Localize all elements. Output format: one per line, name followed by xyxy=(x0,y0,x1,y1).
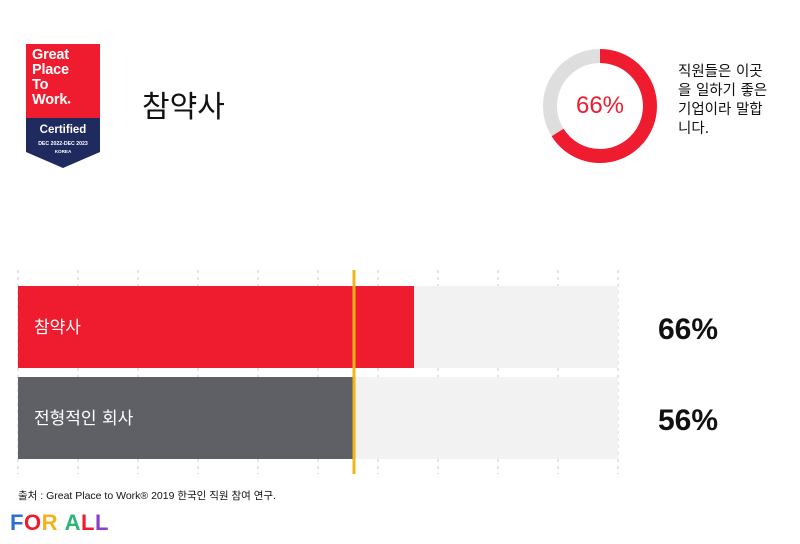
bar-category-label: 전형적인 회사 xyxy=(34,409,134,429)
donut-value-label: 66% xyxy=(575,92,625,119)
source-note: 출처 : Great Place to Work® 2019 한국인 직원 참여… xyxy=(18,490,276,502)
badge-line-2: Place xyxy=(32,62,69,78)
badge-line-3: To xyxy=(32,77,49,93)
badge-line-4: Work● xyxy=(32,92,71,108)
logo-letter: A xyxy=(64,510,81,535)
logo-letter: L xyxy=(80,510,95,535)
donut-caption-line-2: 을 일하기 좋은 xyxy=(678,83,768,99)
donut-caption-line-4: 니다. xyxy=(678,121,710,137)
for-all-logo: FOR ALL xyxy=(10,510,109,536)
bar-value-label: 56% xyxy=(658,404,718,437)
bar-value-label: 66% xyxy=(658,313,718,346)
logo-letter: F xyxy=(10,510,24,535)
donut-caption-line-1: 직원들은 이곳 xyxy=(678,64,763,80)
bar-chart: 참약사 66% 전형적인 회사 56% xyxy=(17,270,718,474)
badge-navy-panel xyxy=(26,118,100,168)
badge-shape xyxy=(26,44,100,168)
bar xyxy=(18,286,414,368)
donut-caption: 직원들은 이곳 을 일하기 좋은 기업이라 말합 니다. xyxy=(678,63,796,139)
company-name: 참약사 xyxy=(142,90,225,125)
gptw-certified-badge: Great Place To Work● Certified DEC 2022-… xyxy=(26,44,100,168)
logo-letter: L xyxy=(94,510,109,535)
badge-red-panel xyxy=(26,44,100,118)
badge-country: KOREA xyxy=(54,149,72,154)
logo-letter xyxy=(58,510,65,536)
logo-letter: R xyxy=(41,510,58,535)
bar-category-label: 참약사 xyxy=(34,318,81,338)
logo-letter: O xyxy=(23,510,42,535)
donut-chart xyxy=(543,49,657,163)
badge-date-range: DEC 2022-DEC 2023 xyxy=(38,141,88,147)
donut-value-arc xyxy=(543,49,657,163)
badge-title: Great Place To Work● xyxy=(32,48,71,111)
donut-caption-line-3: 기업이라 말합 xyxy=(678,102,763,118)
badge-line-1: Great xyxy=(32,47,69,63)
badge-certified-label: Certified xyxy=(39,124,87,136)
bar xyxy=(18,377,354,459)
